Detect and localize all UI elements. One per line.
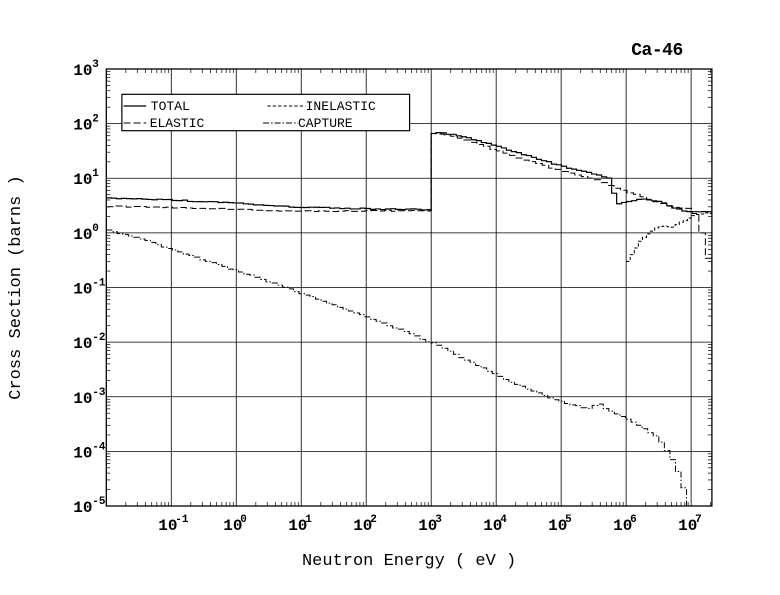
svg-text:10: 10 <box>73 117 92 135</box>
svg-text:Neutron Energy ( eV ): Neutron Energy ( eV ) <box>302 552 516 571</box>
svg-text:0: 0 <box>92 223 99 235</box>
svg-text:6: 6 <box>630 514 637 526</box>
svg-text:10: 10 <box>73 281 92 299</box>
svg-text:Cross Section (barns ): Cross Section (barns ) <box>7 175 26 399</box>
svg-text:4: 4 <box>500 514 507 526</box>
svg-text:10: 10 <box>73 226 92 244</box>
svg-text:1: 1 <box>305 514 312 526</box>
svg-text:2: 2 <box>370 514 377 526</box>
svg-text:-5: -5 <box>92 496 106 508</box>
svg-text:10: 10 <box>73 499 92 517</box>
svg-text:2: 2 <box>92 114 99 126</box>
svg-text:-1: -1 <box>175 514 189 526</box>
svg-text:1: 1 <box>92 168 99 180</box>
svg-text:TOTAL: TOTAL <box>151 99 190 114</box>
svg-text:ELASTIC: ELASTIC <box>150 116 205 131</box>
svg-text:CAPTURE: CAPTURE <box>298 116 353 131</box>
svg-text:-4: -4 <box>92 441 106 453</box>
svg-text:10: 10 <box>73 171 92 189</box>
svg-text:10: 10 <box>73 62 92 80</box>
svg-text:0: 0 <box>240 514 247 526</box>
svg-text:10: 10 <box>73 444 92 462</box>
svg-text:INELASTIC: INELASTIC <box>306 99 376 114</box>
svg-text:-3: -3 <box>92 387 106 399</box>
svg-text:10: 10 <box>73 390 92 408</box>
svg-text:3: 3 <box>435 514 442 526</box>
svg-text:Ca-46: Ca-46 <box>631 41 683 61</box>
svg-text:5: 5 <box>565 514 572 526</box>
svg-text:7: 7 <box>695 514 702 526</box>
svg-text:10: 10 <box>73 335 92 353</box>
svg-text:3: 3 <box>92 59 99 71</box>
svg-text:-2: -2 <box>92 332 105 344</box>
svg-text:-1: -1 <box>92 278 106 290</box>
